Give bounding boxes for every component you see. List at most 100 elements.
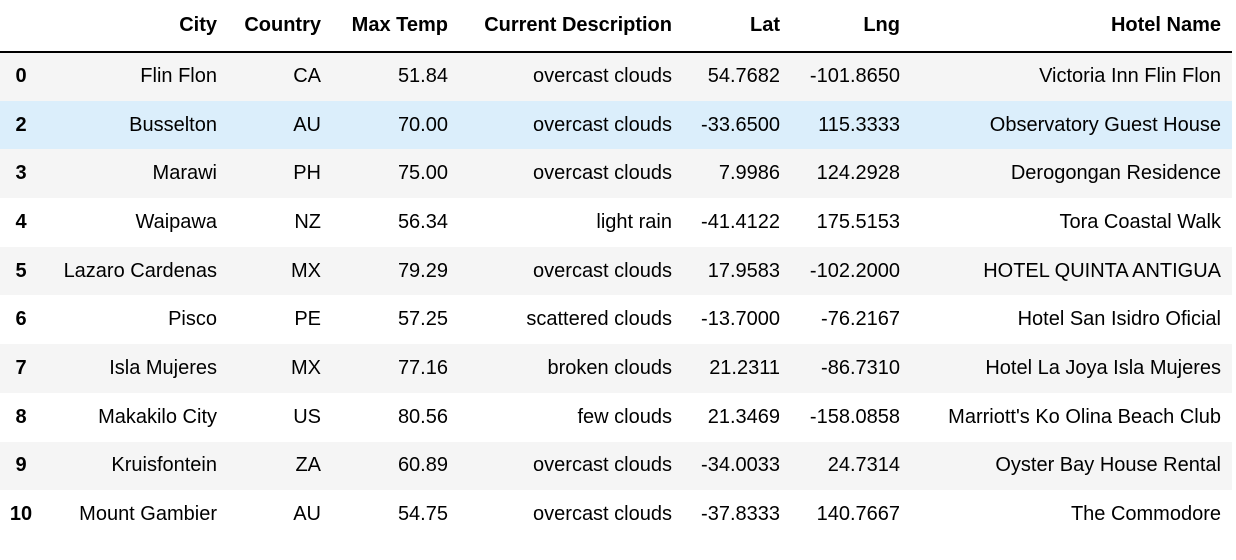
cell-lat: 7.9986 [718,162,780,185]
cell-lat: 21.3469 [707,405,780,428]
row-index: 2 [15,113,27,136]
row-index: 3 [15,162,27,185]
table-row: 0 Flin Flon CA 51.84 overcast clouds 54.7682 -… [0,52,1232,101]
table-body: 0 Flin Flon CA 51.84 overcast clouds 54.7682 -… [0,52,1232,539]
cell-max-temp: 75.00 [397,162,448,185]
cell-hotel-name: Marriott's Ko Olina Beach Club [948,405,1221,428]
cell-lng: -101.8650 [809,65,900,88]
cell-country: NZ [294,210,321,233]
header-row: City Country Max Temp Current Descriptio… [0,0,1232,53]
cell-description: overcast clouds [533,65,672,88]
cell-city: Busselton [129,113,217,136]
cell-max-temp: 54.75 [397,503,448,526]
column-header-country: Country [228,0,332,53]
cell-max-temp: 51.84 [397,65,448,88]
cell-lng: -76.2167 [821,308,900,331]
table-row: 7 Isla Mujeres MX 77.16 broken clouds 21.2311… [0,344,1232,393]
column-header-max-temp: Max Temp [332,0,459,53]
cell-country: AU [293,113,321,136]
cell-max-temp: 70.00 [397,113,448,136]
cell-lng: 140.7667 [816,503,900,526]
cell-lng: 24.7314 [827,454,900,477]
cell-description: broken clouds [547,356,672,379]
cell-city: Mount Gambier [79,503,217,526]
row-index: 9 [15,454,27,477]
column-header-lat: Lat [683,0,791,53]
table-row: 8 Makakilo City US 80.56 few clouds 21.3469 -1… [0,393,1232,442]
row-index: 7 [15,356,27,379]
cell-city: Lazaro Cardenas [63,259,217,282]
cell-city: Marawi [152,162,217,185]
cell-hotel-name: Tora Coastal Walk [1059,210,1221,233]
cell-lat: -13.7000 [701,308,780,331]
table-row: 4 Waipawa NZ 56.34 light rain -41.4122 175.515… [0,198,1232,247]
cell-description: light rain [596,210,672,233]
table-row: 6 Pisco PE 57.25 scattered clouds -13.7000 -76… [0,295,1232,344]
cell-description: overcast clouds [533,454,672,477]
row-index: 4 [15,210,27,233]
cell-max-temp: 56.34 [397,210,448,233]
cell-country: US [293,405,321,428]
table-row: 9 Kruisfontein ZA 60.89 overcast clouds -34.0… [0,441,1232,491]
cell-lng: 115.3333 [818,113,900,136]
cell-city: Flin Flon [140,65,217,88]
cell-country: PH [293,162,321,185]
cell-lat: -41.4122 [701,210,780,233]
cell-country: ZA [295,454,321,477]
cell-hotel-name: Derogongan Residence [1010,162,1221,185]
cell-lat: -34.0033 [701,454,780,477]
cell-hotel-name: Victoria Inn Flin Flon [1039,65,1221,88]
table-row: 5 Lazaro Cardenas MX 79.29 overcast clouds 17… [0,246,1232,296]
cell-lng: -102.2000 [809,259,900,282]
row-index: 5 [15,259,27,282]
cell-hotel-name: The Commodore [1070,503,1221,526]
cell-hotel-name: Hotel San Isidro Oficial [1017,308,1221,331]
table-row: 3 Marawi PH 75.00 overcast clouds 7.9986 124.2… [0,149,1232,199]
cell-description: overcast clouds [533,503,672,526]
cell-hotel-name: Hotel La Joya Isla Mujeres [985,356,1221,379]
cell-lat: 17.9583 [707,259,780,282]
cell-lat: -33.6500 [701,113,780,136]
cell-description: scattered clouds [526,308,672,331]
cell-lng: -158.0858 [809,405,900,428]
cell-max-temp: 79.29 [397,259,448,282]
row-index: 6 [15,308,27,331]
cell-country: PE [294,308,321,331]
table-header: City Country Max Temp Current Descriptio… [0,0,1232,53]
cell-country: MX [291,259,321,282]
cell-country: MX [291,356,321,379]
cell-country: CA [293,65,321,88]
row-index: 10 [9,503,33,526]
cell-city: Kruisfontein [111,454,217,477]
column-header-lng: Lng [791,0,911,53]
cell-description: few clouds [577,405,673,428]
cell-lng: 175.5153 [816,210,900,233]
cell-city: Pisco [168,308,217,331]
cell-country: AU [293,503,321,526]
cell-hotel-name: Oyster Bay House Rental [995,454,1221,477]
cell-max-temp: 60.89 [397,454,448,477]
table-row: 2 Busselton AU 70.00 overcast clouds -33.6500… [0,100,1232,150]
hotel-dataframe-table: City Country Max Temp Current Descriptio… [0,0,1232,539]
cell-description: overcast clouds [533,259,672,282]
row-index: 0 [15,65,27,88]
cell-lng: -86.7310 [821,356,900,379]
table-row: 10 Mount Gambier AU 54.75 overcast clouds -37… [0,490,1232,539]
row-index: 8 [15,405,27,428]
cell-max-temp: 77.16 [397,356,448,379]
column-header-city: City [42,0,228,53]
column-header-description: Current Description [459,0,683,53]
cell-description: overcast clouds [533,113,672,136]
cell-city: Isla Mujeres [109,356,217,379]
cell-hotel-name: HOTEL QUINTA ANTIGUA [983,259,1221,282]
cell-lat: -37.8333 [701,503,780,526]
cell-hotel-name: Observatory Guest House [989,113,1221,136]
cell-max-temp: 57.25 [397,308,448,331]
column-header-hotel-name: Hotel Name [911,0,1232,53]
cell-lng: 124.2928 [816,162,900,185]
cell-city: Makakilo City [98,405,217,428]
cell-city: Waipawa [135,210,217,233]
cell-description: overcast clouds [533,162,672,185]
cell-lat: 54.7682 [707,65,780,88]
